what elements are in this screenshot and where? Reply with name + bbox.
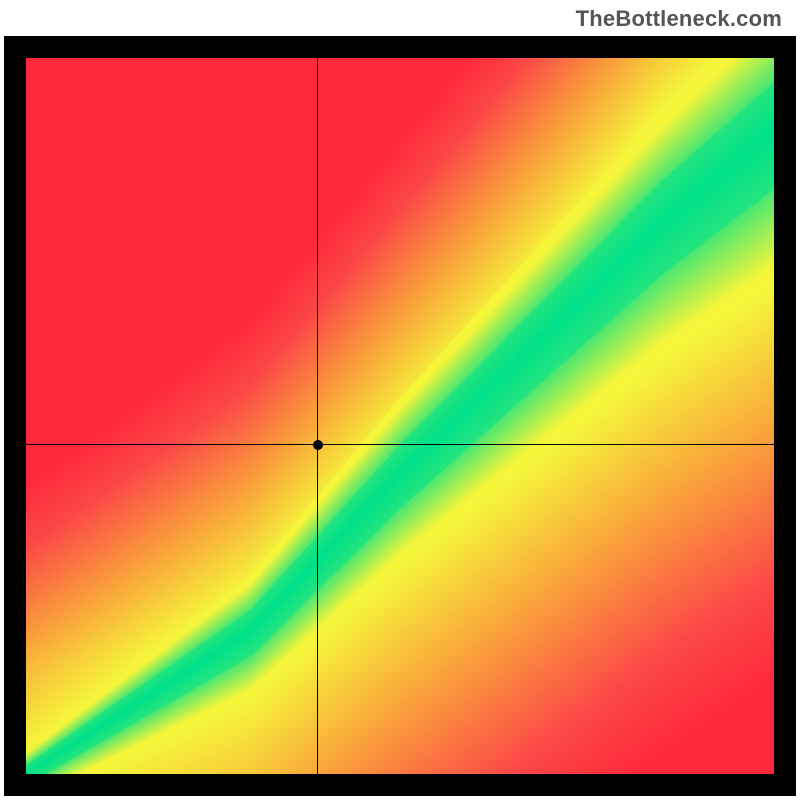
crosshair-horizontal-line	[26, 444, 774, 445]
crosshair-vertical-line	[317, 58, 318, 774]
crosshair-marker	[313, 440, 323, 450]
watermark-text: TheBottleneck.com	[576, 6, 782, 32]
bottleneck-heatmap	[26, 58, 774, 774]
